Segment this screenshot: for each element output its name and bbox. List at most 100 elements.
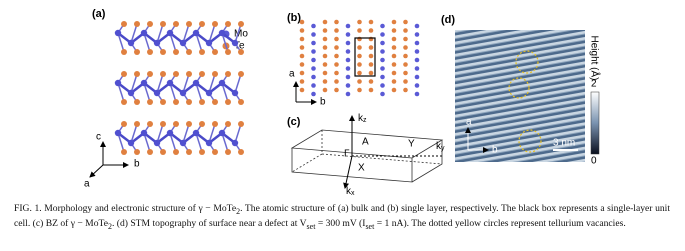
bond [195,82,203,103]
atom [311,49,316,54]
atom [140,129,148,137]
bond [156,73,164,94]
atom [322,53,328,59]
atom [166,29,174,37]
atom [212,49,218,55]
atom [414,91,420,97]
atom [380,74,385,80]
atom [147,99,153,105]
atom [368,87,374,93]
atom [114,29,122,37]
atom [121,21,127,27]
atom [311,32,316,37]
panel-label: (b) [287,12,301,24]
atom [147,149,153,155]
bond [182,23,190,44]
bond [117,32,125,53]
colorbar [590,91,600,155]
atom [357,36,362,42]
caption: FIG. 1. Morphology and electronic struct… [14,203,670,232]
atom [403,87,408,93]
atom [391,70,397,76]
atom [299,28,305,33]
atom [186,99,192,105]
axis-label: c [96,132,101,143]
axis-arrow [89,164,104,178]
atom [114,129,122,137]
atom [334,79,339,84]
atom [345,40,351,46]
atom [322,28,328,33]
atom [403,19,408,25]
point-label: Γ [344,149,350,160]
atom [173,49,179,55]
atom [231,89,239,97]
colorbar-label: Height (Å) [588,35,601,80]
bond [143,82,151,103]
atom [391,87,397,93]
atom [140,79,148,87]
atom [199,121,205,127]
atom [357,45,362,50]
axis-label: kz [358,113,367,124]
atom [160,21,166,27]
atom [322,19,328,25]
atom [121,99,127,105]
atom [414,83,420,88]
atom [147,21,153,27]
atom [173,149,179,155]
bond [156,23,164,44]
atom [391,36,397,42]
atom [368,70,374,76]
bond [221,82,229,103]
atom [368,45,374,50]
atom [311,57,316,63]
atom [173,99,179,105]
axis-label: a [84,179,90,190]
atom [414,57,420,63]
atom [186,149,192,155]
brillouin-zone [290,129,444,183]
atom [205,89,213,97]
bond [143,132,151,153]
point-label: X [358,163,365,174]
atom [186,49,192,55]
figure-art: (a) Mo Te c b a (b) a b (c) kz ky kx A Y… [84,8,601,197]
atom [121,149,127,155]
atom [199,71,205,77]
atom [380,40,385,46]
legend-label: Te [234,41,245,52]
bond [169,132,177,153]
atom [218,129,226,137]
atom [186,21,192,27]
bond [182,73,190,94]
atom [225,49,231,55]
atom [391,19,397,25]
atom [160,149,166,155]
atom [160,99,166,105]
atom [212,121,218,127]
atom [186,71,192,77]
atom [403,62,408,67]
atom [380,57,385,63]
atom [345,91,351,97]
atom [368,53,374,59]
atom [192,29,200,37]
atom [414,49,420,54]
atom [322,45,328,50]
atom [173,21,179,27]
atom [345,83,351,88]
atom [225,149,231,155]
atom [414,66,420,71]
atom [225,99,231,105]
bond [169,32,177,53]
atom [225,21,231,27]
atom [134,99,140,105]
atom [199,149,205,155]
atom [127,39,135,47]
panel-label: (c) [287,116,301,128]
atom [414,32,420,37]
atom [368,36,374,42]
bond [221,32,229,53]
atom [134,149,140,155]
